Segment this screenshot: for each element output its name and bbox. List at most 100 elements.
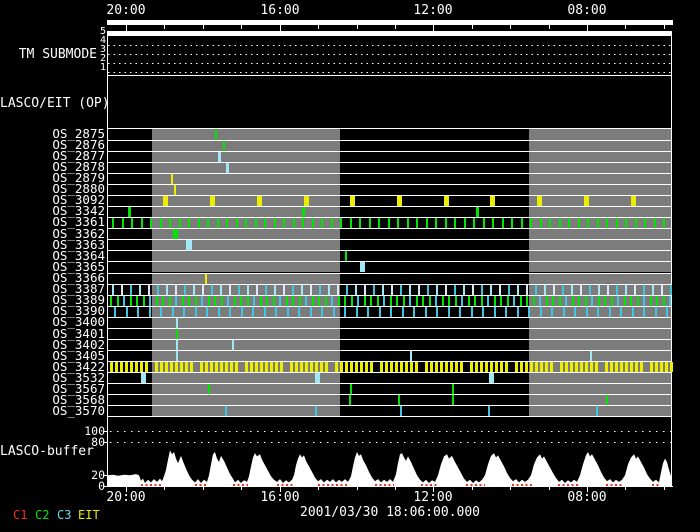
daylight-band [152, 328, 340, 339]
axis-minor-tick [356, 25, 358, 29]
buffer-label: LASCO-buffer [0, 444, 94, 459]
os-row-label: OS_2875 [52, 125, 105, 141]
event-mark [670, 284, 672, 295]
event-mark [123, 295, 125, 306]
event-mark [309, 306, 312, 317]
event-mark [441, 295, 444, 306]
axis-minor-tick [471, 25, 473, 29]
event-mark [169, 218, 171, 229]
event-mark [246, 295, 249, 306]
event-mark [665, 361, 668, 372]
event-mark [148, 284, 150, 295]
os-row-label: OS_3401 [52, 325, 105, 341]
telemetry-gap-mark [652, 483, 660, 486]
telemetry-gap-mark [141, 483, 162, 486]
event-mark [257, 196, 262, 207]
event-mark [440, 361, 443, 372]
event-mark [383, 295, 385, 306]
event-mark [513, 295, 515, 306]
event-mark [370, 361, 373, 372]
event-mark [493, 306, 496, 317]
event-mark [400, 361, 403, 372]
event-mark [279, 295, 281, 306]
event-mark [488, 405, 490, 416]
event-mark [610, 295, 613, 306]
event-mark [505, 361, 508, 372]
timeline-row [108, 272, 671, 284]
os-row-label: OS_3387 [52, 281, 105, 297]
timeline-row [108, 360, 673, 372]
event-mark [350, 383, 352, 394]
daylight-band [152, 229, 340, 240]
buffer-ytick-label: 80 [91, 434, 105, 449]
event-mark [427, 284, 429, 295]
event-mark [137, 306, 139, 317]
event-mark [205, 273, 207, 284]
event-mark [418, 284, 420, 295]
event-mark [505, 306, 507, 317]
event-mark [112, 218, 114, 229]
axis-minor-tick [241, 487, 243, 490]
timeline-row [108, 173, 671, 185]
event-mark [590, 361, 593, 372]
event-mark [630, 361, 633, 372]
event-mark [350, 361, 353, 372]
os-row-label: OS_3362 [52, 225, 105, 241]
event-mark [562, 306, 565, 317]
axis-minor-tick [625, 25, 627, 29]
event-mark [635, 361, 638, 372]
buffer-fill-curve [108, 450, 672, 486]
event-mark [568, 218, 570, 229]
event-mark [597, 295, 600, 306]
event-mark [565, 361, 568, 372]
os-row-label: OS_2878 [52, 158, 105, 174]
event-mark [550, 361, 553, 372]
event-mark [176, 317, 178, 328]
event-mark [135, 361, 138, 372]
event-mark [643, 295, 645, 306]
event-mark [357, 295, 359, 306]
event-mark [625, 361, 628, 372]
timeline-row [108, 162, 671, 174]
event-mark [640, 361, 643, 372]
daylight-band [529, 273, 671, 284]
event-mark [170, 361, 173, 372]
op-panel [107, 76, 672, 128]
event-mark [270, 361, 273, 372]
timeline-row [108, 195, 671, 207]
event-mark [202, 284, 204, 295]
event-mark [387, 218, 390, 229]
event-mark [235, 218, 238, 229]
event-mark [188, 218, 190, 229]
axis-minor-tick [164, 487, 166, 490]
event-mark [636, 295, 639, 306]
event-mark [367, 306, 369, 317]
event-mark [571, 284, 573, 295]
event-mark [207, 295, 210, 306]
event-mark [332, 306, 335, 317]
event-mark [448, 295, 450, 306]
event-mark [340, 361, 343, 372]
event-mark [580, 361, 583, 372]
event-mark [380, 361, 383, 372]
event-mark [587, 218, 589, 229]
event-mark [116, 295, 119, 306]
axis-minor-tick [625, 487, 627, 490]
event-mark [260, 361, 263, 372]
event-mark [493, 295, 496, 306]
event-mark [298, 295, 301, 306]
axis-major-tick [587, 487, 589, 492]
event-mark [157, 284, 159, 295]
event-mark [574, 306, 576, 317]
event-mark [615, 218, 618, 229]
daylight-band [152, 152, 340, 163]
daylight-band [529, 196, 671, 207]
event-mark [252, 306, 254, 317]
daylight-band [152, 196, 340, 207]
event-mark [344, 295, 346, 306]
event-mark [616, 284, 618, 295]
event-mark [501, 218, 504, 229]
event-mark [634, 284, 636, 295]
daylight-band [529, 152, 671, 163]
event-mark [183, 306, 185, 317]
